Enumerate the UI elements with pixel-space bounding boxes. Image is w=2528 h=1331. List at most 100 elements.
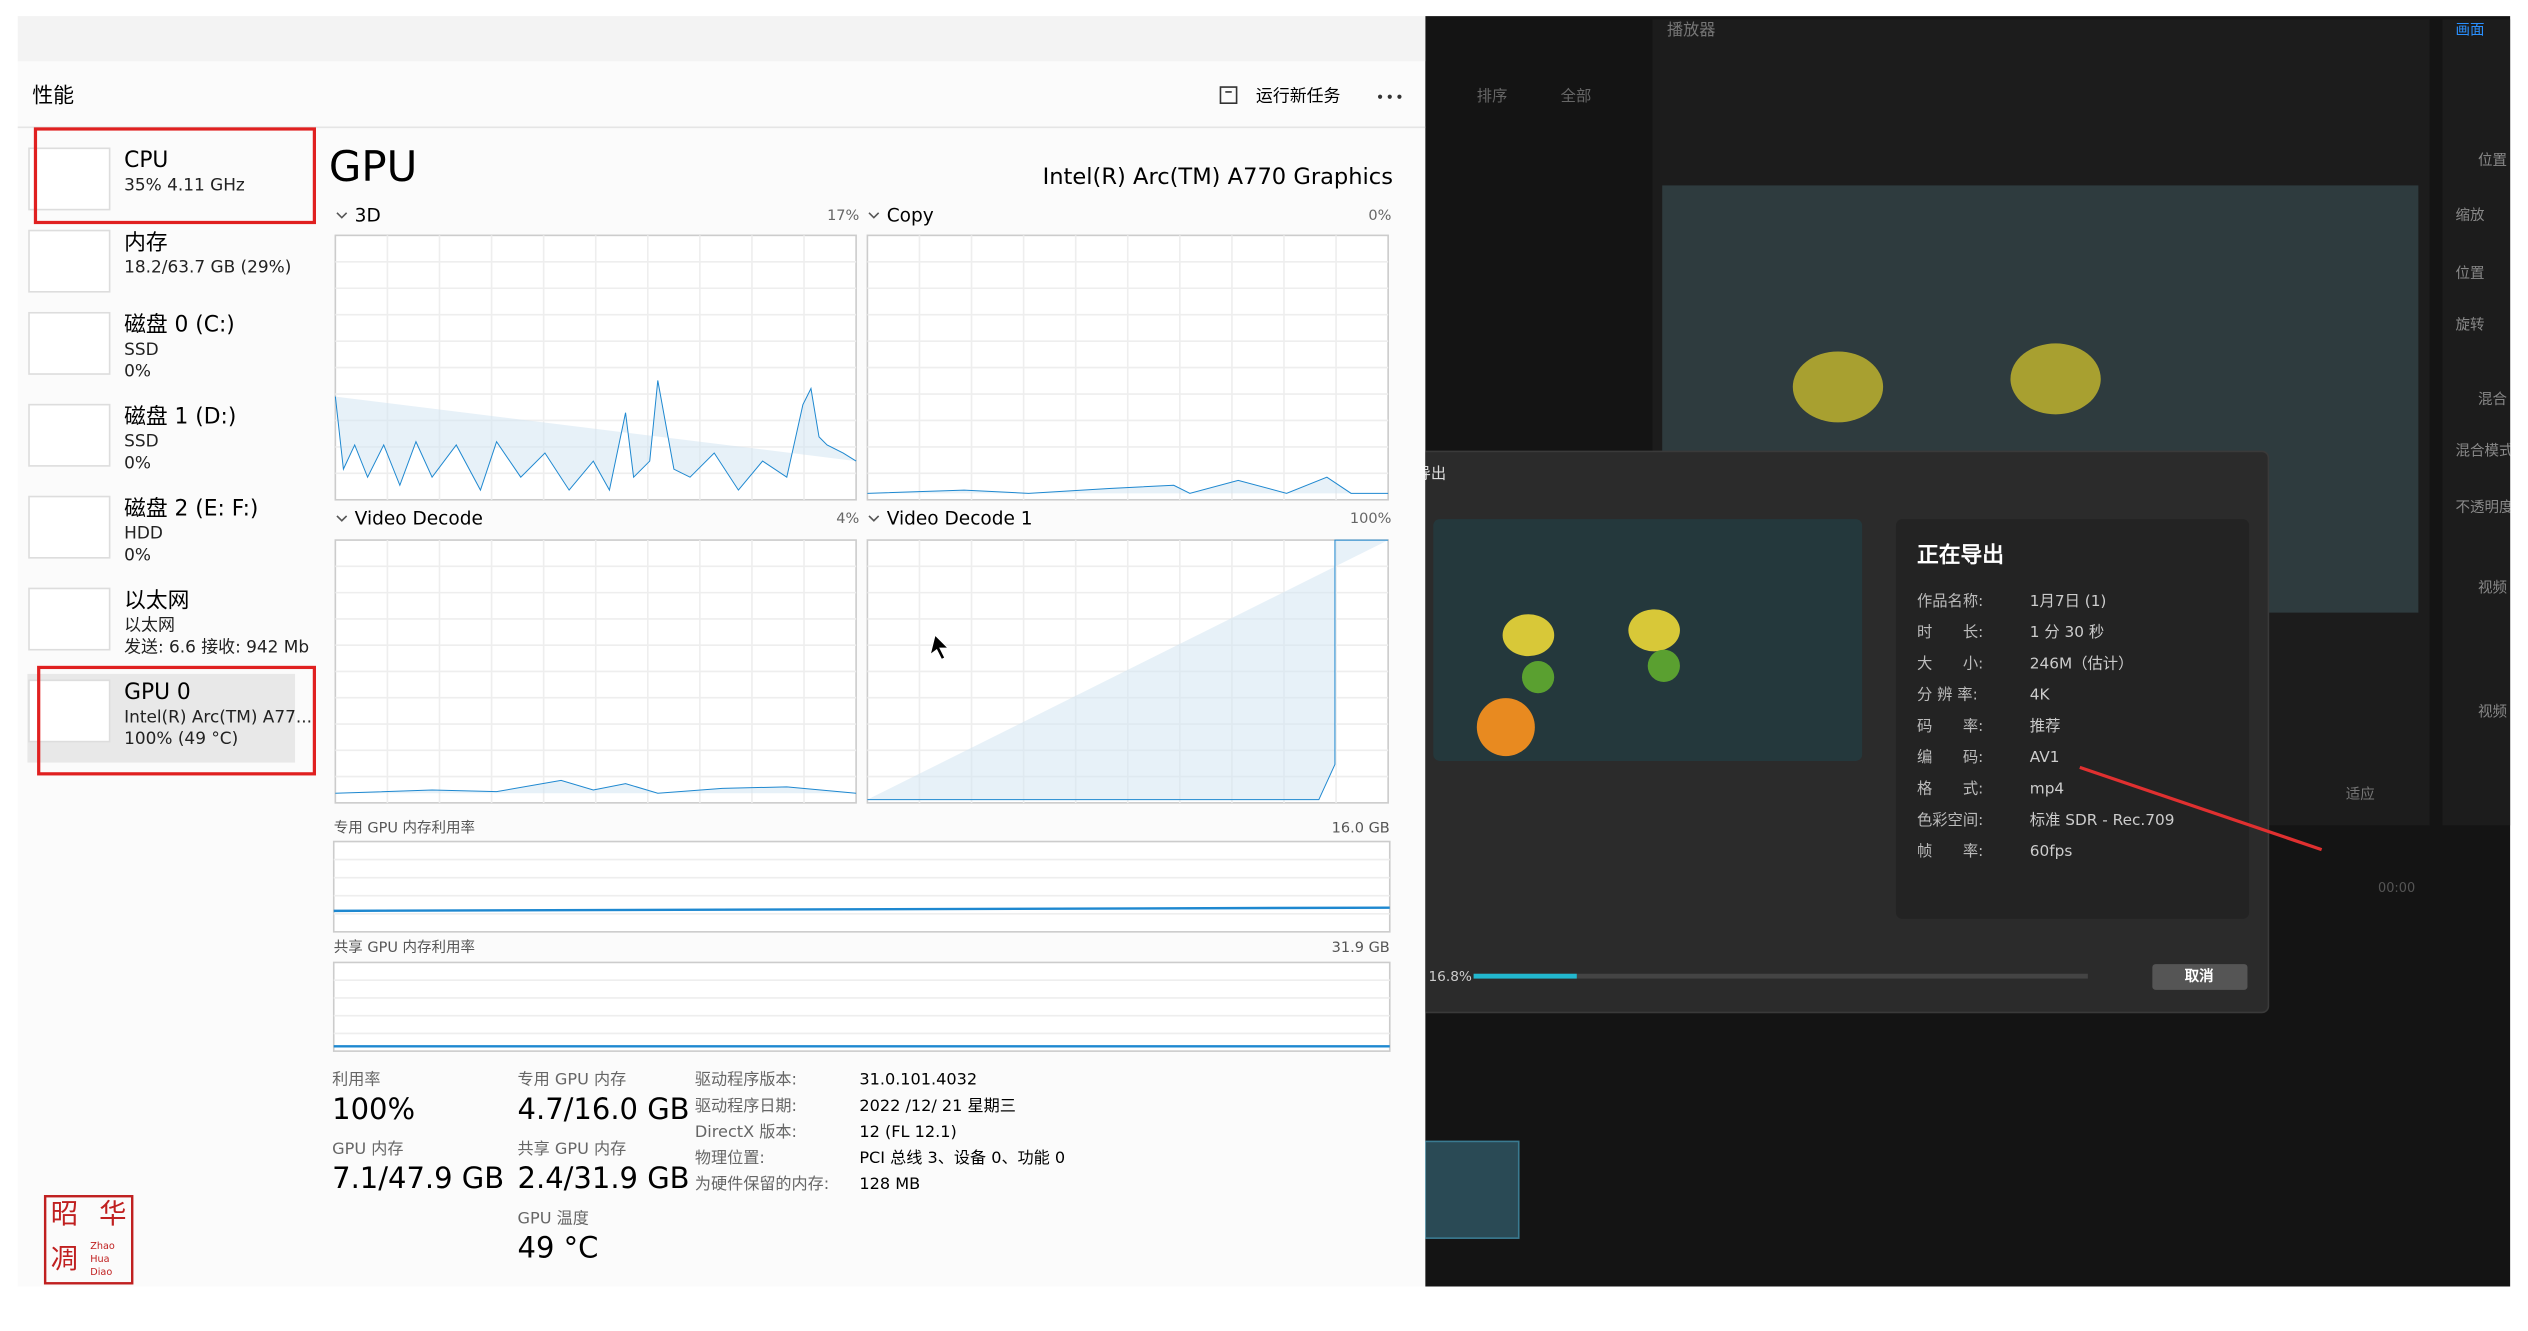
memory-line bbox=[333, 906, 1390, 913]
property-label: 位置 bbox=[2478, 152, 2507, 169]
watermark-char: 昭 bbox=[51, 1199, 78, 1230]
memory-graph bbox=[332, 961, 1391, 1052]
field-value: 推荐 bbox=[2030, 717, 2061, 735]
sidebar-thumb bbox=[28, 495, 111, 559]
fit-button: 适应 bbox=[2346, 785, 2375, 803]
sidebar-thumb bbox=[28, 147, 111, 211]
detail-label: 驱动程序版本: bbox=[695, 1070, 797, 1089]
sidebar-detail: 发送: 6.6 接收: 942 Mb bbox=[124, 636, 309, 656]
engine-name: Video Decode 1 bbox=[887, 509, 1033, 530]
usage-line bbox=[867, 540, 1389, 800]
memory-label: 专用 GPU 内存利用率 bbox=[334, 820, 475, 837]
engine-name: Video Decode bbox=[355, 509, 483, 530]
detail-value: 31.0.101.4032 bbox=[859, 1070, 977, 1089]
field-value: 1 分 30 秒 bbox=[2030, 623, 2104, 641]
property-label: 不透明度 bbox=[2455, 499, 2513, 516]
lemon bbox=[1628, 609, 1680, 652]
field-label: 码 率: bbox=[1917, 717, 1983, 735]
cancel-button[interactable] bbox=[2152, 964, 2248, 990]
property-label: 混合 bbox=[2478, 391, 2508, 408]
engine-value: 4% bbox=[836, 511, 859, 527]
property-label: 混合模式 bbox=[2455, 442, 2514, 459]
chevron bbox=[868, 212, 880, 219]
property-label: 画面 bbox=[2455, 23, 2484, 39]
memory-label: 共享 GPU 内存利用率 bbox=[334, 939, 475, 956]
watermark-latin: Hua bbox=[90, 1254, 109, 1265]
field-value: AV1 bbox=[2030, 748, 2060, 766]
sidebar-detail: 0% bbox=[124, 544, 151, 564]
engine-name: Copy bbox=[887, 206, 934, 227]
gpu-title: GPU bbox=[329, 142, 417, 191]
stat-value: 4.7/16.0 GB bbox=[518, 1092, 690, 1126]
property-label: 旋转 bbox=[2455, 317, 2484, 334]
toolbar-item: 全部 bbox=[1561, 87, 1592, 105]
player-title: 播放器 bbox=[1667, 20, 1715, 39]
run-icon[interactable] bbox=[1219, 86, 1238, 104]
sidebar-detail: 18.2/63.7 GB (29%) bbox=[124, 257, 291, 277]
stat-value: 2.4/31.9 GB bbox=[518, 1161, 690, 1195]
watermark-latin: Diao bbox=[90, 1267, 112, 1278]
usage-line bbox=[335, 380, 856, 490]
timecode: 00:00 bbox=[2378, 881, 2415, 896]
engine-value: 17% bbox=[827, 208, 859, 224]
sidebar-thumb bbox=[28, 679, 111, 743]
frame bbox=[0, 1286, 2528, 1331]
sidebar-thumb bbox=[28, 311, 111, 375]
engine-name: 3D bbox=[355, 206, 381, 227]
engine-value: 0% bbox=[1368, 208, 1391, 224]
sidebar-detail: HDD bbox=[124, 523, 163, 543]
sidebar-name: 以太网 bbox=[124, 588, 189, 613]
stat-label: GPU 内存 bbox=[332, 1139, 403, 1158]
detail-label: 为硬件保留的内存: bbox=[695, 1174, 829, 1193]
stat-label: GPU 温度 bbox=[518, 1208, 589, 1227]
detail-value: PCI 总线 3、设备 0、功能 0 bbox=[859, 1148, 1065, 1167]
timeline-clip bbox=[1424, 1140, 1520, 1239]
detail-value: 12 (FL 12.1) bbox=[859, 1122, 956, 1141]
stat-label: 利用率 bbox=[332, 1070, 380, 1089]
watermark-char: 凋 bbox=[51, 1244, 78, 1275]
highlight-box bbox=[33, 127, 316, 225]
sidebar-detail: 以太网 bbox=[124, 615, 175, 635]
export-info bbox=[1896, 519, 2250, 919]
sidebar-detail: SSD bbox=[124, 431, 158, 451]
progress-text: 16.8% bbox=[1428, 969, 1471, 985]
properties-panel bbox=[2442, 19, 2511, 826]
export-heading: 正在导出 bbox=[1917, 542, 2004, 568]
highlight-box bbox=[37, 665, 316, 776]
cancel-label[interactable]: 取消 bbox=[2185, 967, 2214, 985]
lemon bbox=[2010, 343, 2101, 415]
memory-max: 16.0 GB bbox=[1332, 821, 1390, 837]
field-value: 标准 SDR - Rec.709 bbox=[2030, 811, 2175, 829]
watermark-latin: Zhao bbox=[90, 1241, 115, 1252]
stat-value: 100% bbox=[332, 1092, 415, 1126]
field-label: 分 辨 率: bbox=[1917, 686, 1978, 704]
annotation-arrow bbox=[2079, 765, 2323, 852]
stat-label: 专用 GPU 内存 bbox=[518, 1070, 627, 1089]
detail-label: 物理位置: bbox=[695, 1148, 765, 1167]
sidebar-thumb bbox=[28, 587, 111, 651]
stat-label: 共享 GPU 内存 bbox=[518, 1139, 627, 1158]
watermark-char: 华 bbox=[99, 1199, 126, 1230]
more-icon[interactable] bbox=[1377, 94, 1383, 99]
sidebar-detail: 0% bbox=[124, 452, 151, 472]
lemon bbox=[1792, 351, 1884, 423]
run-task-button[interactable]: 运行新任务 bbox=[1256, 86, 1341, 106]
sidebar-thumb bbox=[28, 229, 111, 293]
sidebar-name: GPU 0 bbox=[124, 680, 191, 705]
sidebar-name: 内存 bbox=[124, 230, 168, 255]
stat-value: 7.1/47.9 GB bbox=[332, 1161, 504, 1195]
lime bbox=[1647, 649, 1680, 682]
field-label: 时 长: bbox=[1917, 623, 1983, 641]
usage-line bbox=[335, 780, 856, 793]
lemon bbox=[1502, 614, 1555, 657]
watermark-seal bbox=[43, 1195, 134, 1285]
progress-fill bbox=[1473, 973, 1577, 979]
sidebar-detail: SSD bbox=[124, 339, 158, 359]
detail-label: 驱动程序日期: bbox=[695, 1096, 797, 1115]
chevron bbox=[336, 212, 348, 219]
gpu-model: Intel(R) Arc(TM) A770 Graphics bbox=[1043, 164, 1393, 190]
